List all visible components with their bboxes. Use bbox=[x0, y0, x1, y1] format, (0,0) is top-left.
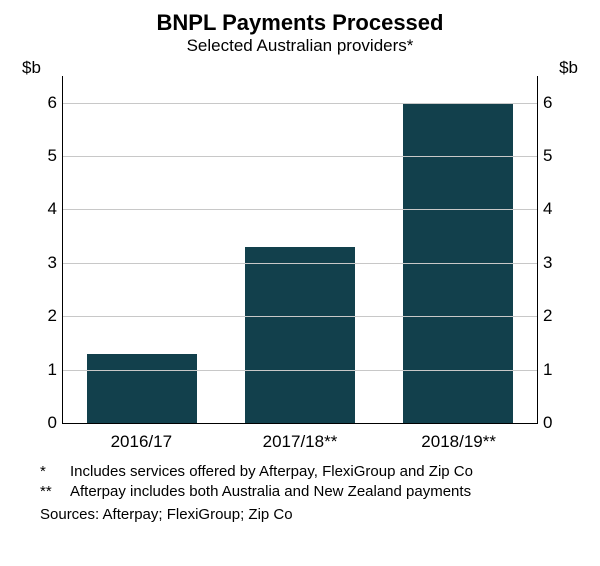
footnotes: * Includes services offered by Afterpay,… bbox=[40, 462, 570, 525]
plot-area: $b $b 00112233445566 2016/172017/18**201… bbox=[28, 62, 572, 452]
y-axis-unit-left: $b bbox=[22, 58, 41, 78]
footnote-text: Afterpay includes both Australia and New… bbox=[70, 482, 570, 502]
footnote-row: ** Afterpay includes both Australia and … bbox=[40, 482, 570, 502]
x-axis-label: 2017/18** bbox=[221, 432, 380, 452]
grid-line bbox=[63, 156, 537, 157]
y-tick-label-right: 6 bbox=[537, 93, 552, 113]
bar bbox=[245, 247, 354, 423]
footnote-mark: * bbox=[40, 462, 70, 482]
grid-line bbox=[63, 209, 537, 210]
y-tick-label-left: 2 bbox=[48, 306, 63, 326]
y-tick-label-left: 3 bbox=[48, 253, 63, 273]
y-tick-label-right: 0 bbox=[537, 413, 552, 433]
y-tick-label-right: 5 bbox=[537, 146, 552, 166]
sources-text: Sources: Afterpay; FlexiGroup; Zip Co bbox=[40, 505, 570, 525]
y-tick-label-right: 2 bbox=[537, 306, 552, 326]
footnote-row: * Includes services offered by Afterpay,… bbox=[40, 462, 570, 482]
x-axis-label: 2016/17 bbox=[62, 432, 221, 452]
grid-line bbox=[63, 103, 537, 104]
plot-box: 00112233445566 bbox=[62, 76, 538, 424]
y-tick-label-right: 1 bbox=[537, 360, 552, 380]
y-tick-label-left: 6 bbox=[48, 93, 63, 113]
y-tick-label-left: 4 bbox=[48, 199, 63, 219]
grid-line bbox=[63, 370, 537, 371]
x-axis-labels: 2016/172017/18**2018/19** bbox=[62, 432, 538, 452]
y-tick-label-left: 0 bbox=[48, 413, 63, 433]
y-axis-unit-right: $b bbox=[559, 58, 578, 78]
footnote-text: Includes services offered by Afterpay, F… bbox=[70, 462, 570, 482]
footnote-mark: ** bbox=[40, 482, 70, 502]
grid-line bbox=[63, 316, 537, 317]
x-axis-label: 2018/19** bbox=[379, 432, 538, 452]
y-tick-label-left: 5 bbox=[48, 146, 63, 166]
chart-subtitle: Selected Australian providers* bbox=[18, 36, 582, 56]
bar bbox=[87, 354, 196, 423]
sources-row: Sources: Afterpay; FlexiGroup; Zip Co bbox=[40, 505, 570, 525]
chart-title: BNPL Payments Processed bbox=[18, 10, 582, 36]
grid-line bbox=[63, 263, 537, 264]
y-tick-label-right: 4 bbox=[537, 199, 552, 219]
bars-group bbox=[63, 76, 537, 423]
chart-container: BNPL Payments Processed Selected Austral… bbox=[0, 0, 600, 566]
y-tick-label-left: 1 bbox=[48, 360, 63, 380]
y-tick-label-right: 3 bbox=[537, 253, 552, 273]
